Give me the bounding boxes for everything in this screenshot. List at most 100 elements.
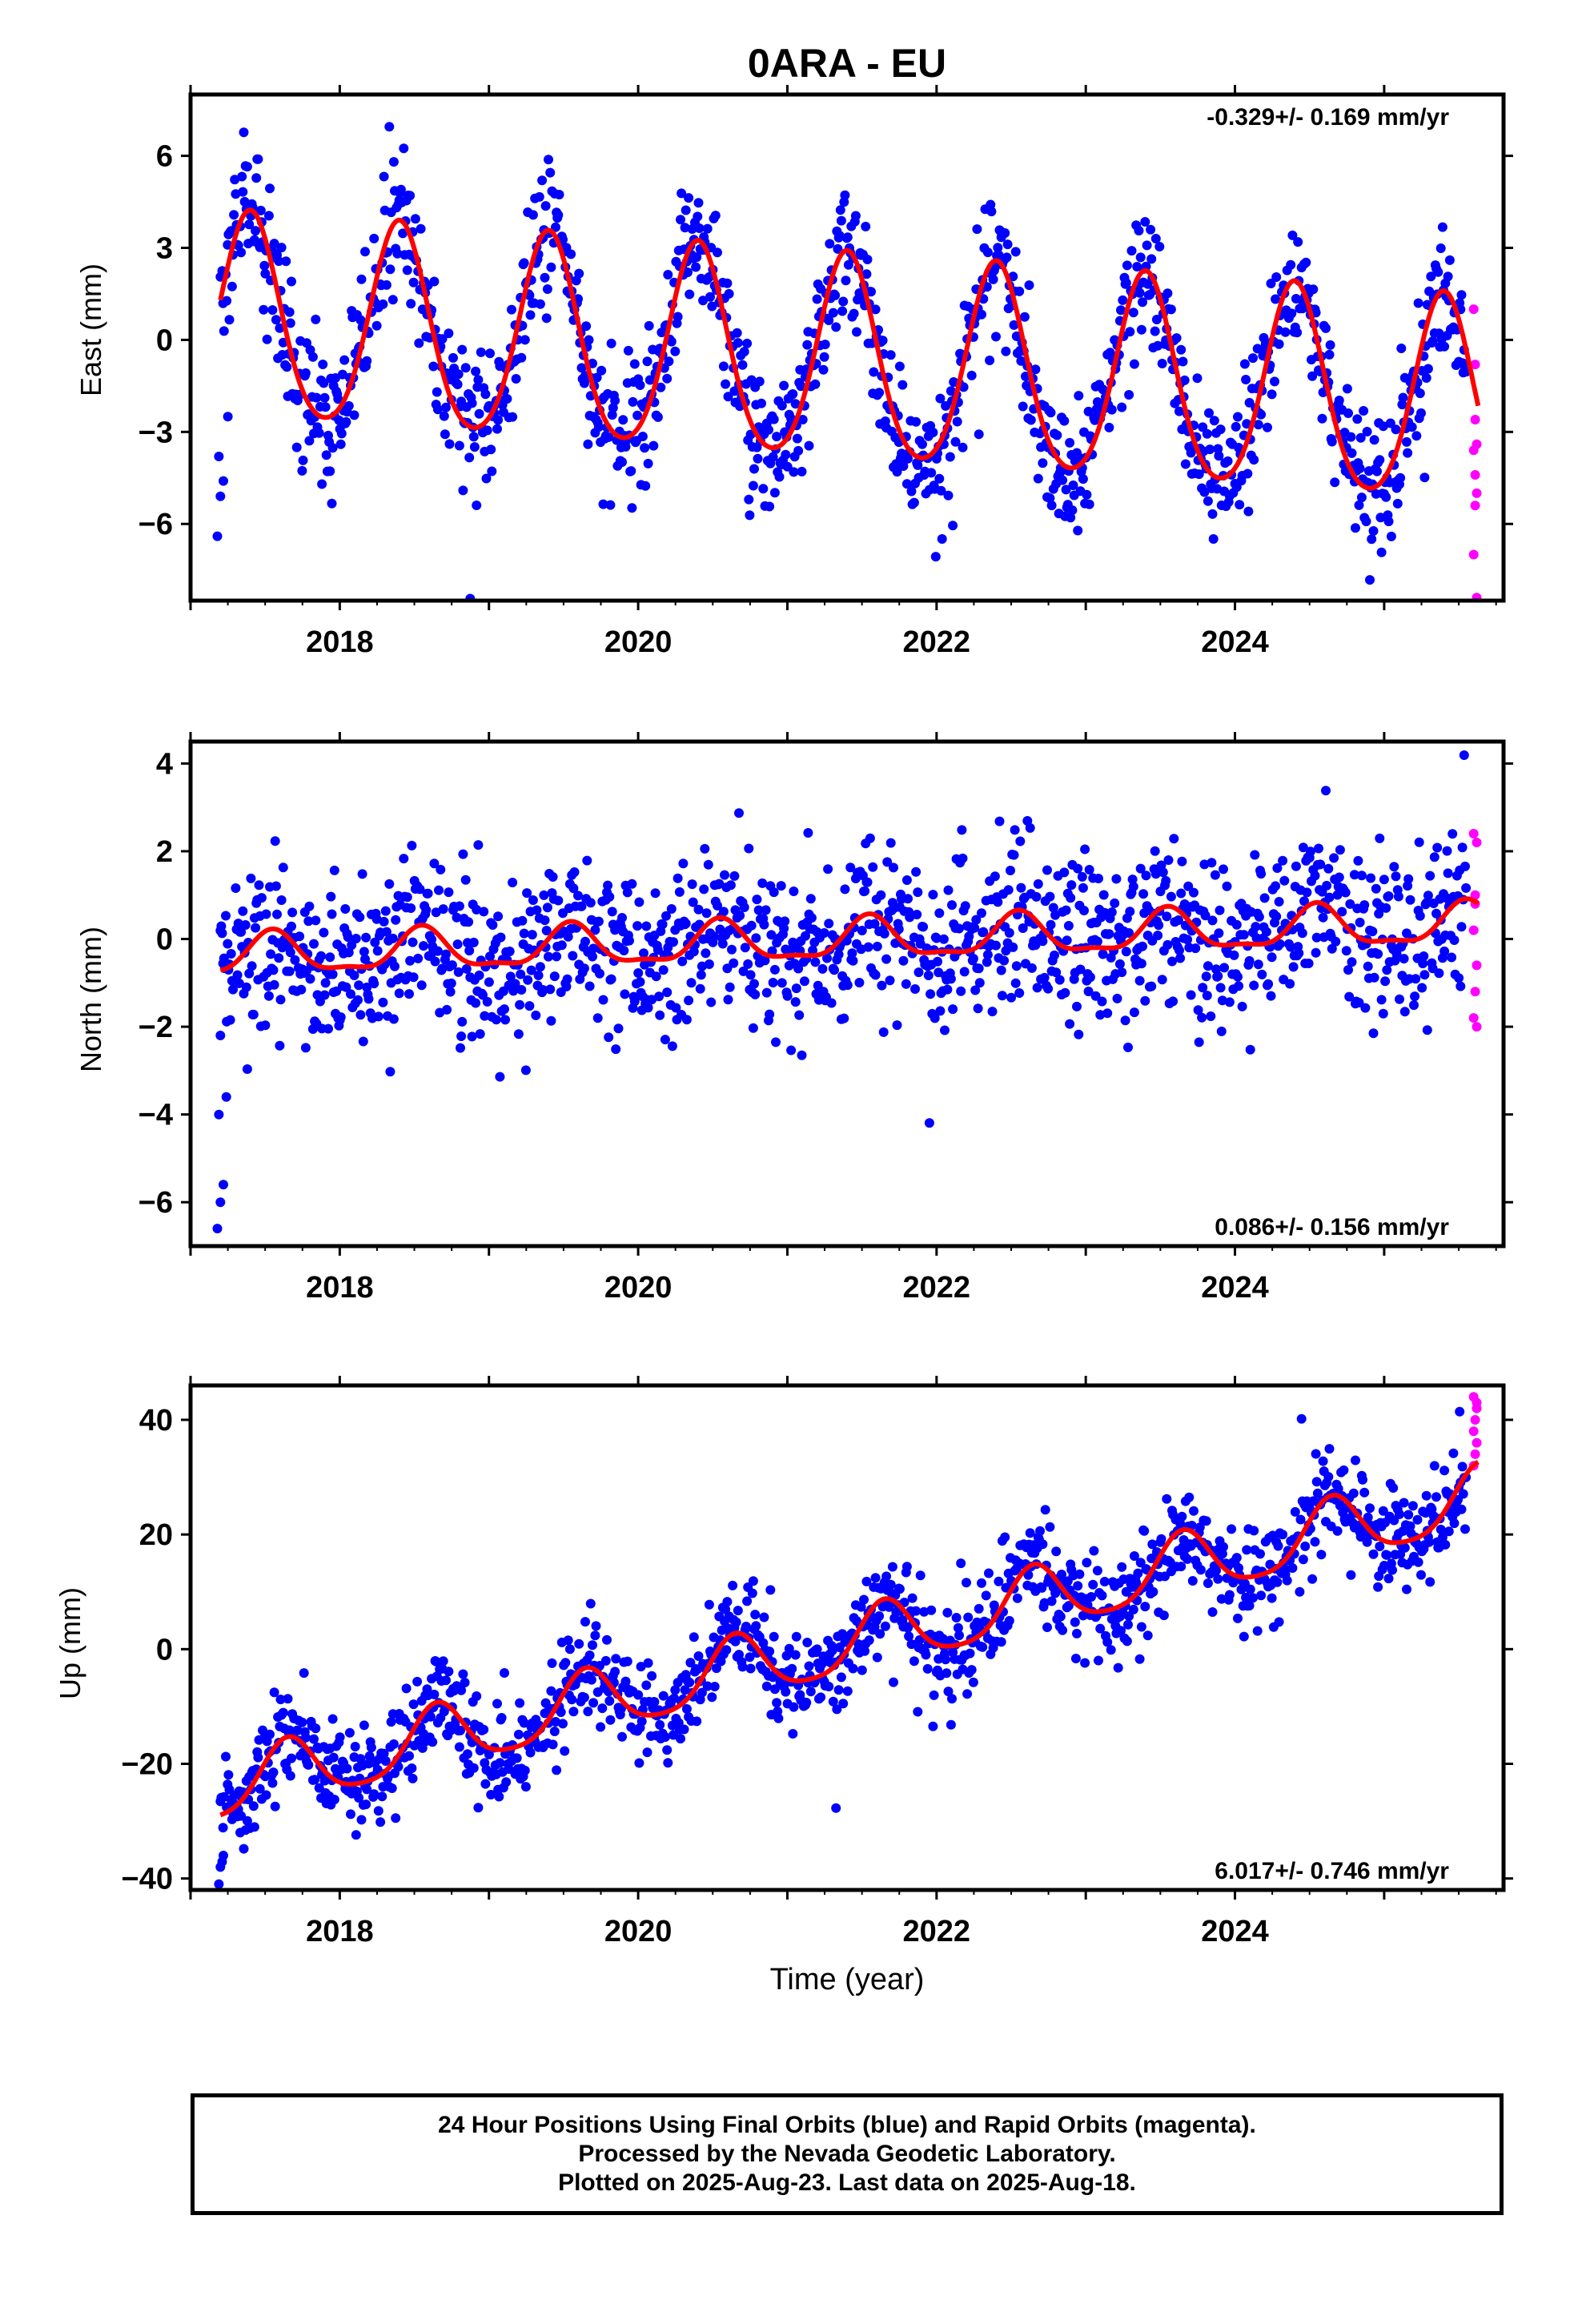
final-orbit-point (1243, 506, 1254, 517)
final-orbit-point (1135, 252, 1146, 263)
final-orbit-point (824, 919, 834, 929)
final-orbit-point (1038, 458, 1048, 468)
y-tick-label: 2 (156, 835, 173, 869)
final-orbit-point (754, 376, 765, 387)
final-orbit-point (416, 980, 427, 991)
final-orbit-point (238, 187, 248, 197)
final-orbit-point (596, 1722, 606, 1732)
final-orbit-point (517, 915, 528, 926)
final-orbit-point (1392, 498, 1403, 509)
final-orbit-point (700, 843, 710, 854)
final-orbit-point (284, 966, 295, 976)
final-orbit-point (1014, 988, 1025, 998)
final-orbit-point (740, 943, 750, 953)
final-orbit-point (438, 1656, 448, 1667)
final-orbit-point (733, 1606, 743, 1616)
final-orbit-point (731, 1617, 741, 1627)
final-orbit-point (901, 875, 912, 885)
final-orbit-point (1329, 853, 1339, 863)
final-orbit-point (1139, 1526, 1150, 1536)
final-orbit-point (934, 967, 944, 978)
final-orbit-point (1057, 1570, 1066, 1579)
final-orbit-point (892, 1020, 902, 1031)
final-orbit-point (1140, 995, 1150, 1006)
final-orbit-point (358, 1036, 368, 1047)
final-orbit-point (485, 348, 495, 359)
final-orbit-point (674, 887, 685, 897)
final-orbit-point (946, 974, 956, 984)
final-orbit-point (1379, 1561, 1389, 1570)
final-orbit-point (1203, 496, 1213, 506)
final-orbit-point (329, 1795, 339, 1805)
final-orbit-point (959, 967, 970, 977)
final-orbit-point (994, 1576, 1004, 1586)
final-orbit-point (745, 1652, 755, 1663)
final-orbit-point (1098, 890, 1109, 900)
final-orbit-point (942, 1607, 953, 1618)
final-orbit-point (561, 982, 572, 991)
final-orbit-point (1274, 897, 1284, 907)
final-orbit-point (777, 400, 787, 411)
final-orbit-point (1311, 947, 1321, 958)
final-orbit-point (1194, 1037, 1204, 1047)
final-orbit-point (1359, 1487, 1370, 1498)
final-orbit-point (1207, 509, 1218, 519)
final-orbit-point (953, 1622, 963, 1633)
final-orbit-point (1050, 910, 1061, 920)
final-orbit-point (471, 366, 481, 376)
final-orbit-point (1229, 950, 1239, 960)
final-orbit-point (1125, 327, 1135, 337)
final-orbit-point (219, 326, 229, 336)
final-orbit-point (1288, 962, 1299, 972)
final-orbit-point (263, 991, 274, 1001)
final-orbit-point (753, 905, 764, 915)
final-orbit-point (750, 1610, 761, 1620)
final-orbit-point (581, 321, 592, 332)
final-orbit-point (1399, 1498, 1409, 1508)
final-orbit-point (832, 1704, 842, 1715)
final-orbit-point (576, 363, 587, 373)
final-orbit-point (1375, 455, 1385, 465)
final-orbit-point (456, 1685, 467, 1695)
final-orbit-point (1448, 1448, 1459, 1458)
final-orbit-point (831, 322, 841, 332)
final-orbit-point (1120, 1015, 1130, 1026)
final-orbit-point (1135, 863, 1146, 874)
final-orbit-point (224, 315, 235, 325)
final-orbit-point (319, 378, 329, 388)
final-orbit-point (881, 1571, 892, 1582)
final-orbit-point (1355, 463, 1365, 473)
final-orbit-point (890, 938, 901, 948)
final-orbit-point (1134, 226, 1144, 235)
final-orbit-point (1372, 466, 1382, 476)
final-orbit-point (237, 171, 247, 182)
final-orbit-point (391, 915, 401, 925)
final-orbit-point (249, 1822, 259, 1832)
final-orbit-point (329, 865, 339, 875)
final-orbit-point (1383, 891, 1394, 901)
final-orbit-point (685, 289, 695, 300)
final-orbit-point (1287, 1563, 1298, 1573)
final-orbit-point (789, 1702, 799, 1712)
final-orbit-point (833, 243, 843, 254)
final-orbit-point (1014, 286, 1025, 296)
final-orbit-point (914, 1634, 925, 1645)
final-orbit-point (1051, 967, 1062, 978)
final-orbit-point (1214, 451, 1224, 461)
final-orbit-point (1223, 456, 1233, 466)
final-orbit-point (502, 394, 512, 404)
final-orbit-point (568, 1707, 579, 1717)
final-orbit-point (781, 1687, 791, 1697)
final-orbit-point (387, 295, 398, 305)
final-orbit-point (1254, 911, 1264, 922)
final-orbit-point (1239, 359, 1250, 369)
final-orbit-point (1203, 961, 1213, 971)
final-orbit-point (760, 955, 770, 966)
final-orbit-point (271, 881, 281, 891)
final-orbit-point (1342, 384, 1352, 394)
final-orbit-point (1102, 1008, 1113, 1019)
final-orbit-point (217, 928, 227, 939)
final-orbit-point (1082, 1558, 1092, 1568)
final-orbit-point (1346, 432, 1356, 442)
